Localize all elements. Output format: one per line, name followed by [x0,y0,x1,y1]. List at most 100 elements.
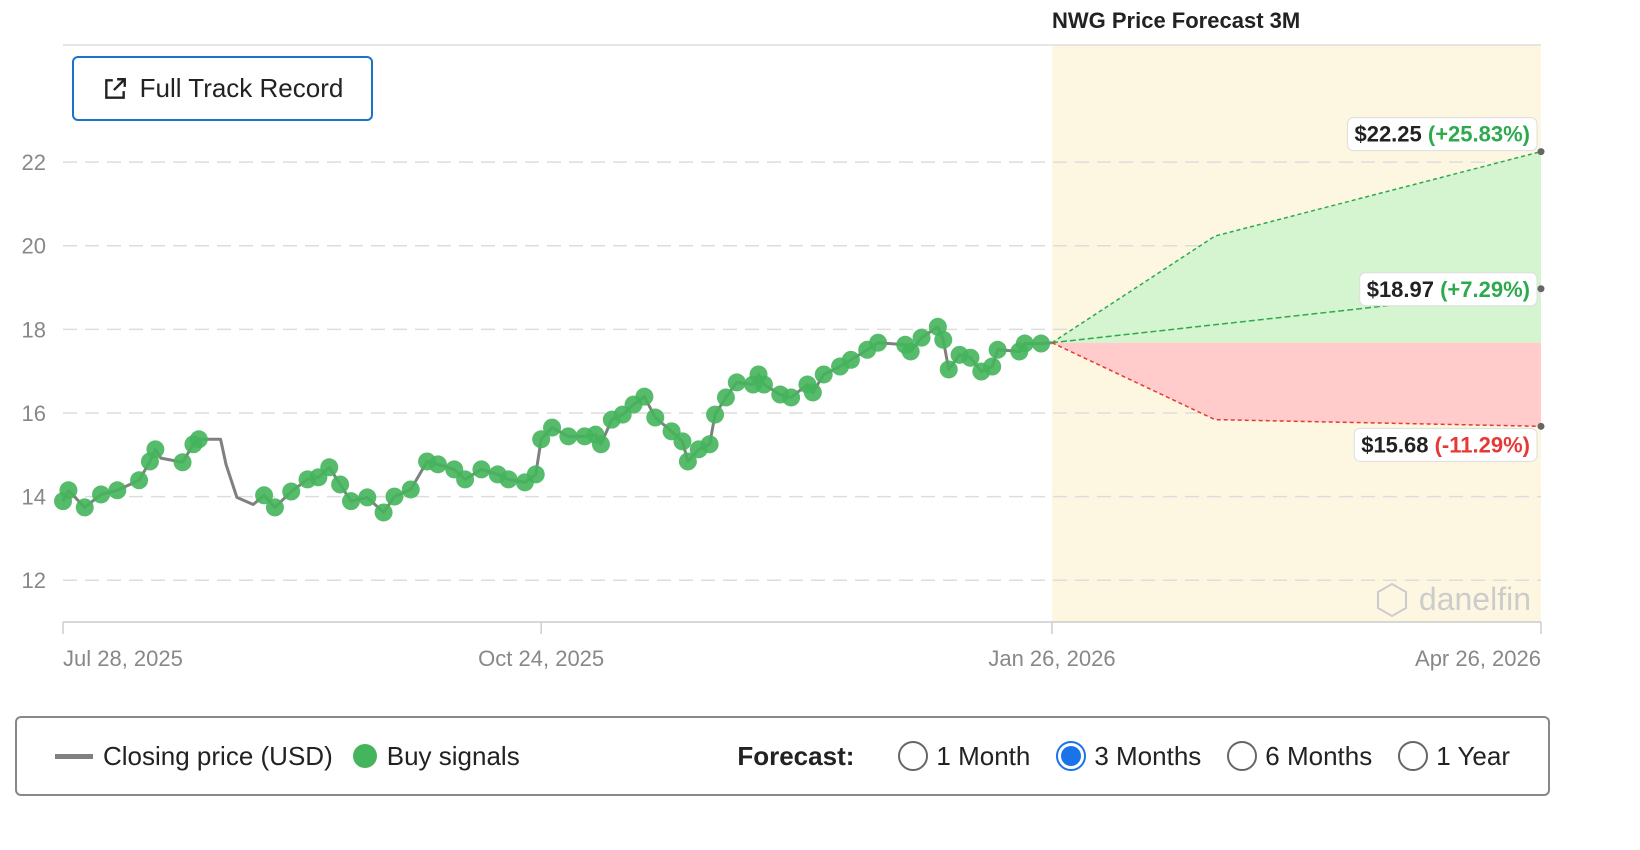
forecast-percent: (-11.29%) [1435,432,1530,457]
buy-signal-dot [782,388,801,407]
option-label: 3 Months [1094,740,1202,771]
buy-signal-dot [961,348,980,367]
svg-text:$22.25 (+25.83%): $22.25 (+25.83%) [1354,122,1530,147]
closing-line-swatch [55,753,93,759]
radio-6-months[interactable] [1227,741,1258,771]
buy-signal-dot [75,498,94,517]
y-tick-label: 12 [22,568,46,593]
buy-signal-dot [331,475,350,494]
chart-legend: Closing price (USD) Buy signals Forecast… [15,716,1550,796]
buy-signal-dot [265,498,284,517]
buy-signal-dot [428,455,447,474]
external-link-icon [104,77,126,99]
full-track-record-button[interactable]: Full Track Record [72,56,373,121]
watermark-logo: danelfin [1419,581,1531,617]
x-tick-label: Jan 26, 2026 [988,646,1115,671]
option-label: 1 Month [936,740,1031,771]
option-label: 6 Months [1265,740,1373,771]
buy-signal-dot [59,481,78,500]
forecast-high-line [1051,150,1542,344]
buy-signal-dot [358,488,377,507]
radio-3-months[interactable] [1056,741,1087,771]
buy-signal-dot [282,482,301,501]
forecast-price: $18.97 [1367,277,1440,302]
legend-buy-signals: Buy signals [333,741,520,772]
legend-buy-label: Buy signals [386,740,520,771]
buy-signal-dot [385,487,404,506]
buy-signal-dot [320,458,339,477]
svg-text:$18.97 (+7.29%): $18.97 (+7.29%) [1367,277,1530,302]
y-tick-label: 18 [22,317,46,342]
buy-signal-dot [526,465,545,484]
buy-signal-dot [673,432,692,451]
buy-signal-dot [814,365,833,384]
y-tick-label: 20 [22,234,46,259]
buy-signal-dot [678,452,697,471]
price-forecast-chart: 12 14 16 18 20 22 Jul 28, 2025 Oct 24, 2025 Jan … [22,44,1545,671]
buy-signal-dot [716,388,735,407]
label-box [1346,117,1538,152]
forecast-price: $22.25 [1354,122,1427,147]
buy-signal-dot [146,440,165,459]
buy-signal-dot [754,375,773,394]
buy-signal-dot [803,383,822,402]
forecast-endpoint [1537,285,1545,293]
buy-signal-dot [559,427,578,446]
x-tick-label: Jul 28, 2025 [63,646,183,671]
legend-closing-label: Closing price (USD) [103,740,333,771]
label-box [1353,427,1538,462]
forecast-option-1-month[interactable]: 1 Month [878,741,1030,772]
buy-signal-dot [456,470,475,489]
buy-signal-dot [912,328,931,347]
y-tick-label: 14 [22,485,46,510]
forecast-percent: (+25.83%) [1428,122,1530,147]
buy-signal-dot [988,340,1007,359]
forecast-option-6-months[interactable]: 6 Months [1207,741,1372,772]
buy-signal-dot [934,330,953,349]
forecast-endpoint [1537,148,1545,156]
forecast-option-3-months[interactable]: 3 Months [1036,741,1201,772]
buy-signal-dot [1015,334,1034,353]
buy-signal-dot [939,360,958,379]
legend-closing-price: Closing price (USD) [17,741,333,772]
x-tick-label: Apr 26, 2026 [1415,646,1541,671]
buy-dot-swatch [352,744,377,768]
option-label: 1 Year [1436,740,1510,771]
buy-signal-dot [173,453,192,472]
buy-signal-dot [472,460,491,479]
buy-signal-dot [841,350,860,369]
buy-signal-dot [189,430,208,449]
buy-signal-dot [532,430,551,449]
x-tick-label: Oct 24, 2025 [478,646,604,671]
buy-signal-dot [1032,334,1051,353]
y-tick-label: 16 [22,401,46,426]
buy-signal-dot [591,435,610,454]
buy-signal-dot [130,471,149,490]
forecast-endpoint [1537,422,1545,430]
forecast-option-1-year[interactable]: 1 Year [1378,741,1510,772]
forecast-percent: (+7.29%) [1440,277,1530,302]
full-track-record-label: Full Track Record [139,73,344,103]
buy-signal-dot [706,405,725,424]
forecast-price: $15.68 [1361,432,1434,457]
buy-signal-dot [727,373,746,392]
buy-signal-dot [635,387,654,406]
buy-signal-dot [341,492,360,511]
buy-signal-dot [255,486,274,505]
radio-1-year[interactable] [1398,741,1429,771]
forecast-label-forecast-low: $15.68 (-11.29%) [1353,427,1538,462]
forecast-label: Forecast: [737,740,855,771]
buy-signal-dot [374,503,393,522]
buy-signal-dot [646,408,665,427]
forecast-downside-area [1051,342,1541,427]
forecast-label-forecast-high: $22.25 (+25.83%) [1346,117,1538,152]
buy-signal-dot [543,418,562,437]
label-box [1359,272,1538,307]
forecast-label-forecast-mid: $18.97 (+7.29%) [1359,272,1538,307]
buy-signal-dot [401,480,420,499]
buy-signal-dot [983,357,1002,376]
buy-signal-dot [108,481,127,500]
radio-1-month[interactable] [898,741,929,771]
svg-text:$15.68 (-11.29%): $15.68 (-11.29%) [1361,432,1530,457]
buy-signal-dot [92,485,111,504]
